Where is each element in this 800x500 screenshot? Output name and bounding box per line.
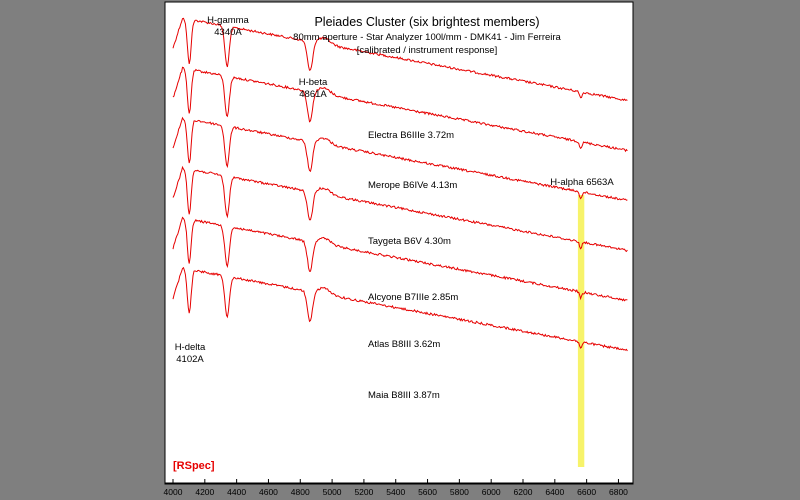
spectrum-line-taygeta (172, 116, 628, 201)
x-tick-label: 4800 (291, 487, 310, 497)
x-tick-label: 6400 (545, 487, 564, 497)
series-label-maia: Maia B8III 3.87m (368, 390, 440, 401)
x-tick-label: 6600 (577, 487, 596, 497)
x-tick-label: 5400 (386, 487, 405, 497)
h-beta-label: H-beta (299, 77, 328, 88)
x-tick-label: 5200 (354, 487, 373, 497)
series-layer (172, 17, 628, 352)
series-label-electra: Electra B6IIIe 3.72m (368, 130, 454, 141)
x-tick-label: 6800 (609, 487, 628, 497)
series-label-taygeta: Taygeta B6V 4.30m (368, 236, 451, 247)
series-label-alcyone: Alcyone B7IIIe 2.85m (368, 292, 458, 303)
x-tick-label: 4200 (195, 487, 214, 497)
x-tick-label: 5000 (323, 487, 342, 497)
spectrum-line-atlas (172, 216, 628, 302)
h-beta-wavelength: 4861A (299, 89, 327, 100)
spectrum-line-alcyone (172, 165, 628, 253)
chart-title: Pleiades Cluster (six brightest members) (314, 15, 539, 29)
series-label-merope: Merope B6IVe 4.13m (368, 180, 457, 191)
chart-subtitle: 80mm aperture - Star Analyzer 100l/mm - … (293, 32, 561, 43)
spectrum-line-merope (172, 66, 628, 153)
x-tick-label: 5600 (418, 487, 437, 497)
h-alpha-label: H-alpha 6563A (550, 177, 614, 188)
spectrum-line-electra (172, 17, 628, 102)
h-delta-label: H-delta (175, 342, 206, 353)
rspec-logo: [RSpec] (173, 460, 215, 472)
x-axis: 4000 4200 4400 4600 4800 5000 5200 5400 5600 5800… (164, 479, 633, 497)
h-gamma-wavelength: 4340A (214, 27, 242, 38)
h-gamma-label: H-gamma (207, 15, 249, 26)
h-alpha-highlight (577, 195, 585, 467)
series-label-atlas: Atlas B8III 3.62m (368, 339, 440, 350)
x-tick-label: 5800 (450, 487, 469, 497)
plot-area (164, 1, 634, 485)
x-tick-label: 6000 (482, 487, 501, 497)
x-tick-label: 4400 (227, 487, 246, 497)
spectrum-line-maia (172, 266, 628, 352)
h-delta-wavelength: 4102A (176, 354, 204, 365)
x-tick-label: 4600 (259, 487, 278, 497)
x-tick-label: 4000 (164, 487, 183, 497)
x-tick-label: 6200 (514, 487, 533, 497)
chart-subtitle-2: [calibrated / instrument response] (357, 45, 497, 56)
